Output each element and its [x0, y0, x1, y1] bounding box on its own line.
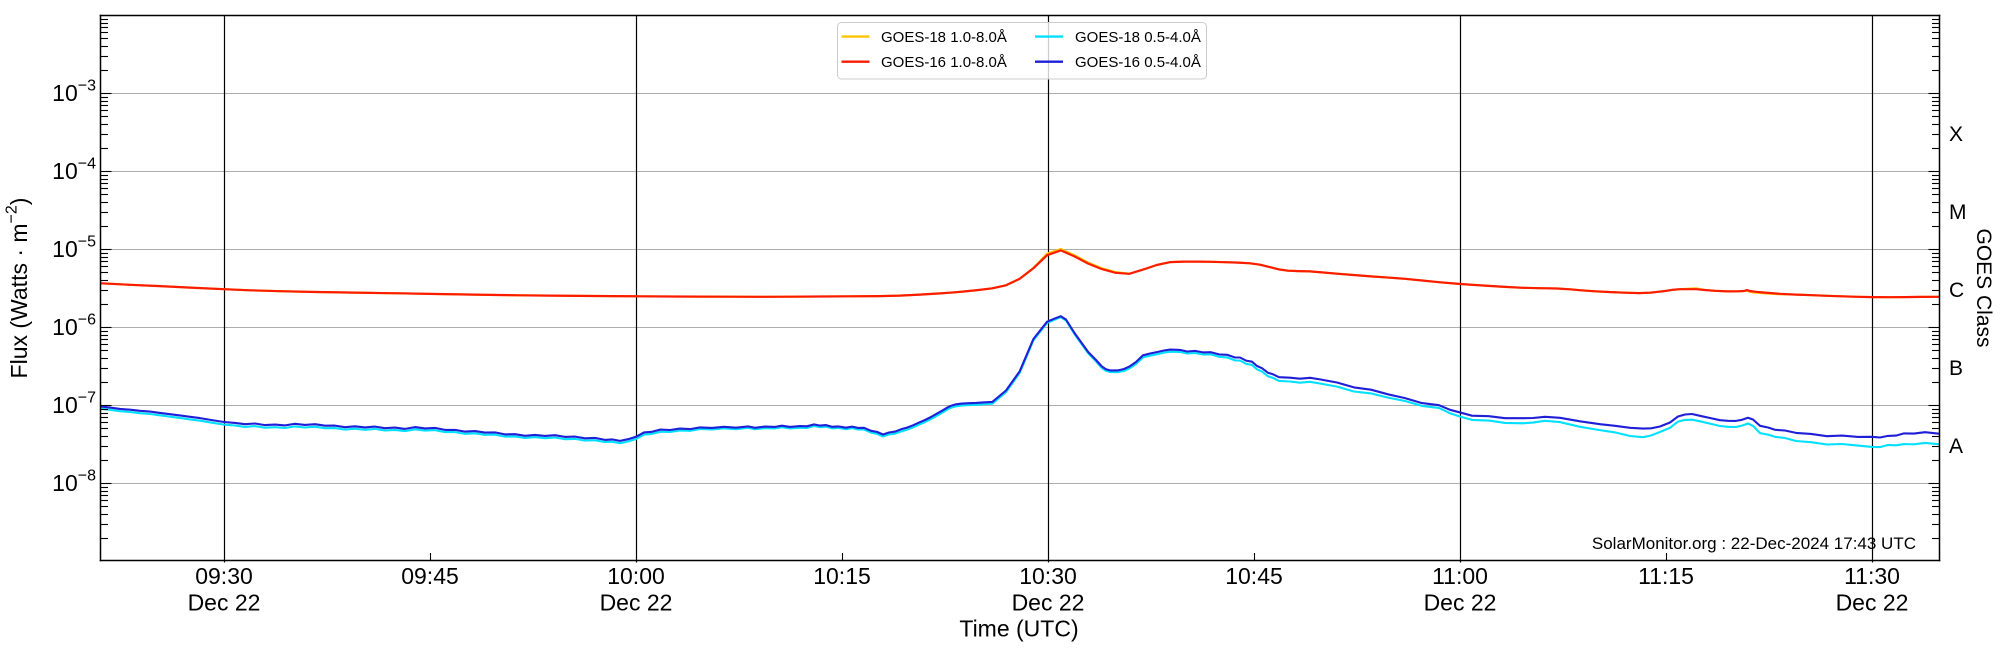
svg-text:C: C [1949, 279, 1964, 302]
svg-text:11:30: 11:30 [1844, 563, 1900, 589]
svg-text:A: A [1949, 435, 1963, 458]
svg-text:10−5: 10−5 [52, 234, 96, 263]
svg-text:10:30: 10:30 [1019, 563, 1077, 589]
svg-text:Dec 22: Dec 22 [188, 590, 261, 616]
svg-text:GOES Class: GOES Class [1972, 228, 1995, 347]
svg-text:B: B [1949, 357, 1963, 380]
svg-text:Dec 22: Dec 22 [1424, 590, 1497, 616]
svg-text:Flux (Watts · m−2): Flux (Watts · m−2) [4, 198, 33, 379]
svg-text:GOES-16 0.5-4.0Å: GOES-16 0.5-4.0Å [1075, 54, 1201, 71]
svg-text:11:15: 11:15 [1638, 563, 1694, 589]
svg-text:09:45: 09:45 [401, 563, 459, 589]
svg-text:GOES-16 1.0-8.0Å: GOES-16 1.0-8.0Å [881, 54, 1007, 71]
svg-text:10:45: 10:45 [1225, 563, 1283, 589]
svg-text:GOES-18 0.5-4.0Å: GOES-18 0.5-4.0Å [1075, 29, 1201, 46]
svg-text:X: X [1949, 123, 1963, 146]
svg-text:10−4: 10−4 [52, 156, 96, 185]
svg-text:10:15: 10:15 [813, 563, 871, 589]
svg-text:M: M [1949, 201, 1967, 224]
svg-text:09:30: 09:30 [195, 563, 253, 589]
svg-text:Dec 22: Dec 22 [1836, 590, 1909, 616]
svg-text:10−7: 10−7 [52, 390, 96, 419]
svg-text:GOES-18 1.0-8.0Å: GOES-18 1.0-8.0Å [881, 29, 1007, 46]
svg-text:Dec 22: Dec 22 [600, 590, 673, 616]
svg-text:SolarMonitor.org : 22-Dec-2024: SolarMonitor.org : 22-Dec-2024 17:43 UTC [1592, 534, 1916, 553]
svg-text:Dec 22: Dec 22 [1012, 590, 1085, 616]
svg-text:11:00: 11:00 [1432, 563, 1488, 589]
svg-text:Time (UTC): Time (UTC) [959, 616, 1078, 642]
svg-text:10:00: 10:00 [607, 563, 665, 589]
